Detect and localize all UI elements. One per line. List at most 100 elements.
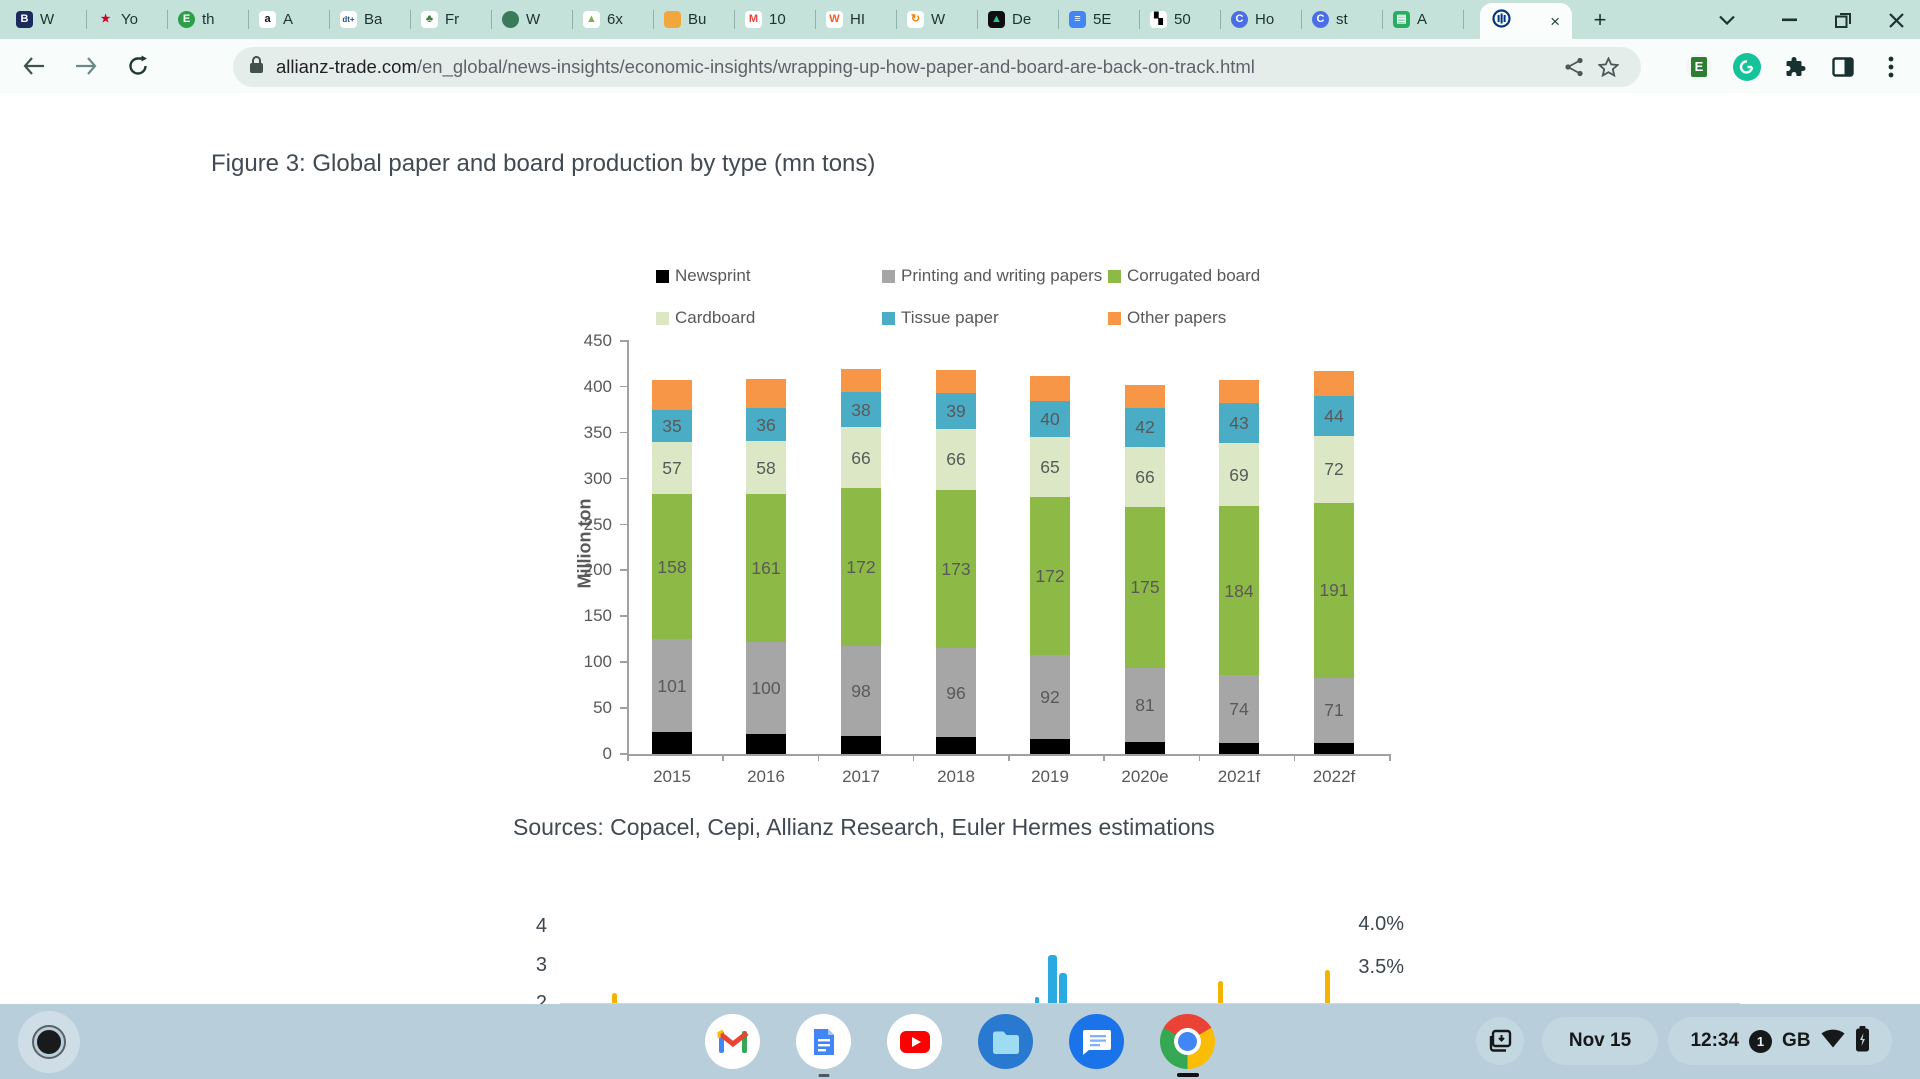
google-docs-icon[interactable] bbox=[796, 1014, 851, 1077]
tab[interactable]: ▚ 50 bbox=[1140, 0, 1221, 39]
bar-segment[interactable] bbox=[1219, 675, 1259, 743]
bar-segment[interactable] bbox=[652, 731, 692, 754]
bar-segment[interactable] bbox=[1219, 380, 1259, 404]
bar-segment[interactable] bbox=[746, 378, 786, 408]
bar-segment[interactable] bbox=[1219, 403, 1259, 443]
date-tray-button[interactable]: Nov 15 bbox=[1542, 1017, 1658, 1065]
files-icon[interactable] bbox=[978, 1014, 1033, 1069]
bar-segment[interactable] bbox=[652, 441, 692, 495]
close-window-button[interactable] bbox=[1881, 5, 1911, 35]
tab[interactable]: M 10 bbox=[735, 0, 816, 39]
bar-segment[interactable] bbox=[1314, 502, 1354, 678]
reload-button[interactable] bbox=[118, 46, 158, 86]
bar-segment[interactable] bbox=[1030, 739, 1070, 754]
bar-segment[interactable] bbox=[936, 370, 976, 394]
gmail-icon[interactable] bbox=[705, 1014, 760, 1069]
bar-segment[interactable] bbox=[841, 392, 881, 428]
minimize-button[interactable] bbox=[1775, 5, 1805, 35]
bar-segment[interactable] bbox=[746, 407, 786, 442]
bar-segment[interactable] bbox=[1314, 371, 1354, 397]
bar-segment[interactable] bbox=[1030, 375, 1070, 401]
bar-segment[interactable] bbox=[841, 427, 881, 488]
menu-kebab-icon[interactable] bbox=[1870, 46, 1912, 88]
bar-segment[interactable] bbox=[1125, 385, 1165, 408]
tab[interactable]: C Ho bbox=[1221, 0, 1302, 39]
bar-segment[interactable] bbox=[652, 494, 692, 640]
bookmark-star-icon[interactable] bbox=[1591, 50, 1625, 84]
tab-search-chevron-icon[interactable] bbox=[1712, 5, 1742, 35]
messages-icon[interactable] bbox=[1069, 1014, 1124, 1069]
bar-segment[interactable] bbox=[1125, 742, 1165, 754]
bar-segment[interactable] bbox=[1030, 497, 1070, 655]
extensions-puzzle-icon[interactable] bbox=[1774, 46, 1816, 88]
address-bar[interactable]: allianz-trade.com/en_global/news-insight… bbox=[233, 47, 1641, 87]
bar-segment[interactable] bbox=[652, 409, 692, 442]
tab[interactable]: W HI bbox=[816, 0, 897, 39]
bar-segment[interactable] bbox=[936, 489, 976, 649]
bar-segment[interactable] bbox=[746, 494, 786, 643]
bar-segment[interactable] bbox=[841, 735, 881, 754]
tab[interactable]: ▲ De bbox=[978, 0, 1059, 39]
tab[interactable]: W bbox=[492, 0, 573, 39]
back-button[interactable] bbox=[14, 46, 54, 86]
side-panel-icon[interactable] bbox=[1822, 46, 1864, 88]
bar-segment[interactable] bbox=[841, 645, 881, 736]
tab[interactable]: ★ Yo bbox=[87, 0, 168, 39]
legend-item[interactable]: Newsprint bbox=[656, 266, 751, 286]
bar-segment[interactable] bbox=[1125, 407, 1165, 447]
tab[interactable]: ▤ A bbox=[1383, 0, 1464, 39]
bar-segment[interactable] bbox=[1314, 436, 1354, 503]
tab[interactable]: dt+ Ba bbox=[330, 0, 411, 39]
bar-segment[interactable] bbox=[652, 380, 692, 410]
extension-e-icon[interactable]: E bbox=[1678, 46, 1720, 88]
bar-segment[interactable] bbox=[1125, 446, 1165, 508]
bar-segment[interactable] bbox=[746, 441, 786, 495]
bar-segment[interactable] bbox=[1314, 677, 1354, 743]
bar-segment[interactable] bbox=[1030, 400, 1070, 438]
bar-segment[interactable] bbox=[936, 736, 976, 754]
bar-segment[interactable] bbox=[936, 648, 976, 737]
launcher-button[interactable] bbox=[18, 1011, 80, 1073]
tab[interactable]: ↻ W bbox=[897, 0, 978, 39]
bar-segment[interactable] bbox=[841, 487, 881, 646]
screen-capture-tray-button[interactable] bbox=[1476, 1017, 1524, 1065]
bar-segment[interactable] bbox=[1125, 507, 1165, 668]
bar-segment[interactable] bbox=[1314, 396, 1354, 437]
status-tray-button[interactable]: 12:34 1 GB bbox=[1668, 1017, 1892, 1065]
bar-segment[interactable] bbox=[1314, 742, 1354, 754]
bar-segment[interactable] bbox=[936, 429, 976, 490]
tab[interactable]: ≡ 5E bbox=[1059, 0, 1140, 39]
new-tab-button[interactable]: + bbox=[1593, 7, 1607, 32]
bar-segment[interactable] bbox=[652, 639, 692, 732]
legend-item[interactable]: Printing and writing papers bbox=[882, 266, 1102, 286]
bar-segment[interactable] bbox=[936, 393, 976, 430]
youtube-icon[interactable] bbox=[887, 1014, 942, 1069]
tab-close-icon[interactable]: × bbox=[1550, 11, 1560, 31]
forward-button[interactable] bbox=[66, 46, 106, 86]
tab[interactable]: ♣ Fr bbox=[411, 0, 492, 39]
bar-segment[interactable] bbox=[746, 733, 786, 754]
legend-item[interactable]: Cardboard bbox=[656, 308, 755, 328]
bar-segment[interactable] bbox=[841, 368, 881, 393]
tab[interactable]: ▲ 6x bbox=[573, 0, 654, 39]
tab[interactable]: Bu bbox=[654, 0, 735, 39]
bar-segment[interactable] bbox=[1030, 437, 1070, 497]
bar-segment[interactable] bbox=[746, 642, 786, 734]
bar-segment[interactable] bbox=[1125, 667, 1165, 743]
bar-segment[interactable] bbox=[1219, 442, 1259, 507]
legend-item[interactable]: Other papers bbox=[1108, 308, 1226, 328]
grammarly-icon[interactable] bbox=[1726, 46, 1768, 88]
restore-window-button[interactable] bbox=[1828, 5, 1858, 35]
share-icon[interactable] bbox=[1557, 50, 1591, 84]
bar-segment[interactable] bbox=[1219, 506, 1259, 676]
legend-item[interactable]: Tissue paper bbox=[882, 308, 999, 328]
chrome-icon[interactable] bbox=[1160, 1014, 1215, 1077]
bar-segment[interactable] bbox=[1219, 742, 1259, 754]
tab-active-allianz[interactable]: × bbox=[1480, 3, 1572, 39]
lock-icon[interactable] bbox=[249, 55, 264, 79]
url-text[interactable]: allianz-trade.com/en_global/news-insight… bbox=[276, 56, 1557, 78]
